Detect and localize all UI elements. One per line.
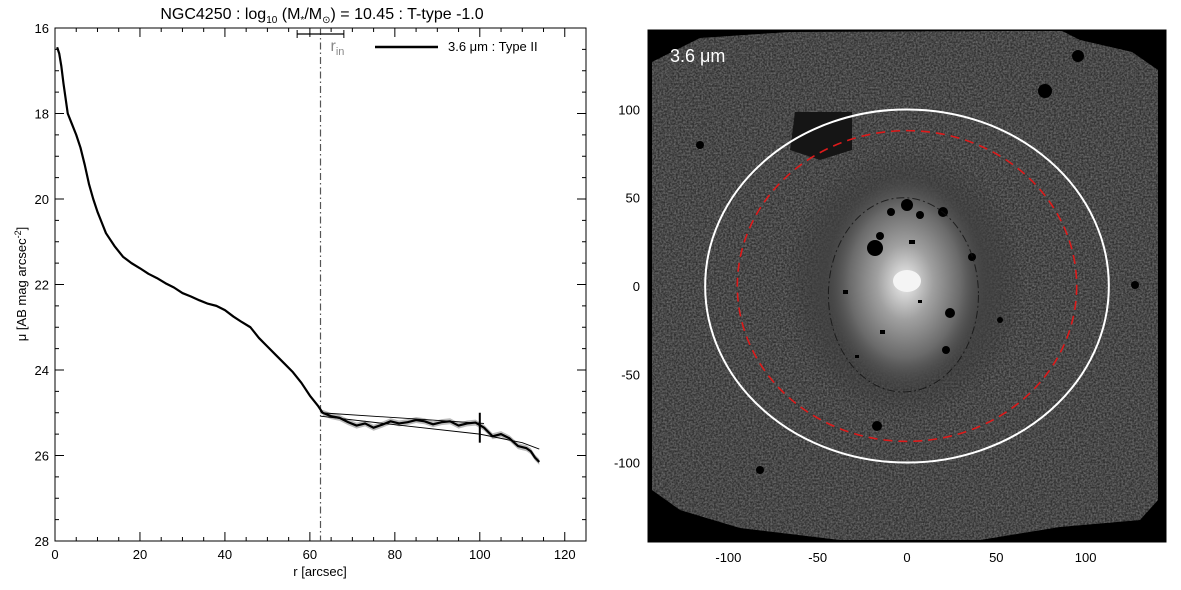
masked-stars	[696, 50, 1139, 474]
y-tick-label: 16	[35, 21, 49, 36]
image-x-tick-label: 100	[1075, 550, 1097, 565]
image-y-tick-label: -100	[614, 456, 640, 471]
galaxy-image-panel: -100 -50 0 50 100 100 50 0 -50 -100 3.6 μm	[614, 29, 1167, 565]
image-frame	[647, 29, 1167, 543]
y-tick-label: 24	[35, 363, 49, 378]
y-tick-label: 22	[35, 278, 49, 293]
y-tick-label: 28	[35, 534, 49, 549]
break-ellipse	[736, 129, 1078, 443]
data-layer: rin	[56, 28, 541, 541]
x-tick-label: 0	[51, 547, 58, 562]
x-axis-label: r [arcsec]	[293, 564, 346, 579]
image-y-tick-label: 100	[618, 102, 640, 117]
masked-region	[790, 112, 852, 160]
inner-ellipse	[827, 197, 979, 393]
x-tick-label: 80	[388, 547, 402, 562]
break-radius-label: rin	[331, 38, 345, 58]
ellipse-layer	[704, 108, 1110, 464]
x-tick-label: 100	[469, 547, 491, 562]
profile-chart: NGC4250 : log10 (M*/M⊙) = 10.45 : T-type…	[13, 6, 587, 579]
image-x-tick-label: 0	[903, 550, 910, 565]
image-y-tick-label: -50	[621, 367, 640, 382]
y-axis-label: μ [AB mag arcsec-2]	[13, 227, 29, 342]
y-tick-label: 18	[35, 107, 49, 122]
x-tick-label: 40	[218, 547, 232, 562]
image-x-tick-label: -100	[715, 550, 741, 565]
chart-title: NGC4250 : log10 (M*/M⊙) = 10.45 : T-type…	[160, 6, 483, 26]
x-tick-label: 120	[554, 547, 576, 562]
x-tick-label: 20	[133, 547, 147, 562]
x-tick-label: 60	[303, 547, 317, 562]
profile-line	[56, 46, 541, 463]
image-y-tick-label: 50	[626, 191, 640, 206]
legend-label: 3.6 μm : Type II	[448, 39, 538, 54]
galaxy-core	[893, 270, 921, 292]
y-tick-label: 26	[35, 449, 49, 464]
image-axis-ticks: -100 -50 0 50 100 100 50 0 -50 -100	[614, 102, 1097, 565]
fit-line-1	[320, 412, 485, 424]
legend: 3.6 μm : Type II	[375, 39, 538, 54]
outer-ellipse	[704, 108, 1110, 464]
axis-ticks: 0 20 40 60 80 100 120 16 18 20 22 24 26 28	[35, 21, 587, 562]
image-x-tick-label: -50	[808, 550, 827, 565]
band-label: 3.6 μm	[670, 46, 725, 66]
image-y-tick-label: 0	[633, 279, 640, 294]
y-tick-label: 20	[35, 192, 49, 207]
image-x-tick-label: 50	[989, 550, 1003, 565]
